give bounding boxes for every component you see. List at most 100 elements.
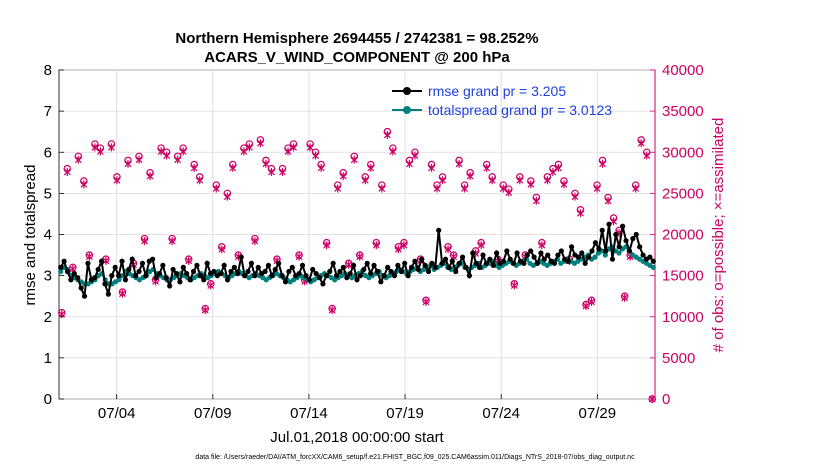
rmse-point bbox=[511, 260, 517, 266]
y2-tick-label: 15000 bbox=[662, 268, 704, 285]
legend-rmse-label: rmse grand pr = 3.205 bbox=[428, 83, 566, 99]
y2-axis-label: # of obs: o=possible; ×=assimilated bbox=[710, 118, 727, 353]
rmse-point bbox=[98, 258, 105, 264]
rmse-point bbox=[299, 262, 306, 268]
rmse-point bbox=[238, 254, 244, 260]
rmse-point bbox=[167, 283, 173, 289]
rmse-point bbox=[221, 262, 227, 268]
obs-assimilated-marker bbox=[124, 159, 132, 168]
obs-assimilated-marker bbox=[179, 147, 187, 156]
y2-tick-label: 20000 bbox=[662, 227, 704, 244]
obs-assimilated-marker bbox=[483, 163, 491, 172]
rmse-point bbox=[626, 248, 633, 254]
obs-assimilated-marker bbox=[604, 196, 612, 205]
rmse-point bbox=[160, 262, 166, 268]
rmse-point bbox=[337, 268, 343, 275]
obs-assimilated-marker bbox=[240, 147, 248, 156]
obs-assimilated-marker bbox=[560, 180, 568, 189]
rmse-point bbox=[119, 258, 125, 264]
rmse-point bbox=[650, 258, 656, 264]
obs-assimilated-marker bbox=[555, 163, 562, 172]
obs-assimilated-marker bbox=[532, 196, 540, 205]
obs-assimilated-marker bbox=[102, 256, 110, 265]
y-tick-label: 5 bbox=[44, 185, 52, 202]
y2-tick-label: 0 bbox=[662, 391, 670, 408]
rmse-point bbox=[477, 264, 483, 270]
rmse-point bbox=[613, 231, 619, 238]
obs-assimilated-marker bbox=[505, 188, 513, 197]
obs-assimilated-marker bbox=[621, 293, 629, 302]
obs-assimilated-marker bbox=[279, 167, 286, 176]
obs-assimilated-marker bbox=[113, 176, 121, 185]
obs-assimilated-marker bbox=[58, 310, 66, 319]
obs-assimilated-marker bbox=[577, 209, 584, 218]
rmse-point bbox=[242, 273, 248, 279]
y-tick-label: 2 bbox=[44, 309, 52, 326]
obs-assimilated-marker bbox=[527, 180, 535, 189]
rmse-point bbox=[330, 260, 336, 266]
x-tick-label: 07/29 bbox=[579, 405, 617, 422]
rmse-point bbox=[616, 244, 622, 250]
rmse-point bbox=[153, 275, 159, 281]
rmse-point bbox=[211, 268, 217, 275]
obs-assimilated-marker bbox=[455, 159, 463, 168]
obs-assimilated-marker bbox=[323, 241, 331, 250]
y-tick-label: 1 bbox=[44, 350, 52, 367]
rmse-point bbox=[95, 266, 101, 273]
rmse-point bbox=[150, 256, 156, 262]
rmse-point bbox=[248, 260, 255, 266]
rmse-point bbox=[408, 264, 415, 270]
x-tick-label: 07/19 bbox=[386, 405, 424, 422]
rmse-point bbox=[596, 246, 602, 252]
legend-spread-marker bbox=[403, 106, 411, 114]
rmse-point bbox=[109, 273, 115, 279]
rmse-point bbox=[286, 268, 292, 275]
obs-assimilated-marker bbox=[538, 241, 546, 250]
obs-assimilated-marker bbox=[201, 306, 209, 315]
obs-assimilated-marker bbox=[610, 217, 618, 226]
rmse-point bbox=[429, 260, 435, 266]
rmse-point bbox=[545, 252, 551, 258]
rmse-point bbox=[487, 256, 493, 262]
rmse-point bbox=[630, 236, 636, 242]
obs-assimilated-marker bbox=[582, 302, 590, 311]
rmse-point bbox=[218, 270, 224, 277]
obs-assimilated-marker bbox=[637, 139, 645, 148]
rmse-point bbox=[289, 264, 295, 270]
rmse-point bbox=[368, 270, 374, 277]
rmse-point bbox=[395, 262, 401, 268]
rmse-point bbox=[85, 260, 91, 266]
obs-assimilated-marker bbox=[361, 176, 369, 185]
rmse-point bbox=[364, 260, 370, 266]
rmse-point bbox=[136, 268, 142, 275]
rmse-point bbox=[347, 270, 353, 277]
obs-assimilated-marker bbox=[257, 139, 264, 148]
obs-assimilated-marker bbox=[196, 176, 204, 185]
rmse-point bbox=[446, 264, 452, 270]
obs-assimilated-marker bbox=[339, 172, 347, 181]
obs-assimilated-marker bbox=[406, 159, 413, 168]
obs-assimilated-marker bbox=[428, 163, 435, 172]
y2-tick-label: 5000 bbox=[662, 350, 695, 367]
rmse-point bbox=[204, 260, 210, 266]
rmse-point bbox=[603, 248, 609, 254]
rmse-point bbox=[374, 268, 381, 275]
rmse-point bbox=[177, 279, 183, 285]
obs-assimilated-marker bbox=[433, 184, 441, 193]
rmse-point bbox=[575, 254, 581, 260]
rmse-point bbox=[419, 256, 425, 262]
rmse-point bbox=[316, 275, 323, 281]
totalspread-point bbox=[602, 252, 608, 258]
data-file-footer: data file: /Users/raeder/DAI/ATM_forcXX/… bbox=[195, 454, 635, 461]
rmse-point bbox=[490, 262, 496, 268]
rmse-point bbox=[139, 260, 146, 266]
rmse-point bbox=[197, 273, 203, 279]
rmse-point bbox=[255, 264, 261, 270]
rmse-point bbox=[180, 264, 186, 270]
rmse-point bbox=[156, 270, 163, 277]
rmse-point bbox=[589, 248, 595, 254]
rmse-point bbox=[276, 260, 282, 266]
obs-assimilated-marker bbox=[510, 281, 518, 290]
rmse-point bbox=[245, 268, 251, 275]
